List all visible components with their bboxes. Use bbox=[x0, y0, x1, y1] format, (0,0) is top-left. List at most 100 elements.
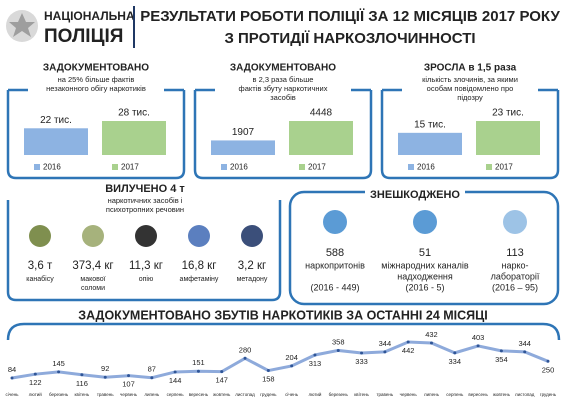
legend-swatch bbox=[486, 164, 492, 170]
panel-subtitle: фактів збуту наркотичних bbox=[239, 84, 328, 93]
legend-label: 2017 bbox=[495, 163, 513, 172]
item-icon bbox=[188, 225, 210, 247]
bar bbox=[102, 121, 166, 155]
panel-subtitle: особам повідомлено про bbox=[427, 84, 514, 93]
x-tick-label: листопад bbox=[235, 392, 255, 397]
legend-label: 2016 bbox=[230, 163, 248, 172]
item-name: опію bbox=[139, 275, 154, 283]
panel-title: ЗАДОКУМЕНТОВАНО bbox=[43, 63, 149, 74]
item-label: наркопритонів bbox=[305, 260, 365, 270]
value-label: 147 bbox=[215, 376, 228, 385]
panel-subtitle: в 2,3 раза більше bbox=[253, 75, 314, 84]
x-tick-label: травень bbox=[97, 392, 114, 397]
legend-label: 2016 bbox=[43, 163, 61, 172]
bar bbox=[289, 121, 353, 155]
title-line: З ПРОТИДІЇ НАРКОЗЛОЧИННОСТІ bbox=[224, 30, 475, 47]
item-label: надходження bbox=[397, 271, 453, 281]
logo-top: НАЦІОНАЛЬНА bbox=[44, 9, 135, 23]
item-amount: 16,8 кг bbox=[182, 260, 217, 272]
x-tick-label: травень bbox=[376, 392, 393, 397]
x-tick-label: липень bbox=[144, 392, 160, 397]
item-icon bbox=[29, 225, 51, 247]
item-name: соломи bbox=[81, 285, 105, 292]
value-label: 403 bbox=[472, 333, 485, 342]
point bbox=[453, 351, 457, 355]
x-tick-label: грудень bbox=[260, 392, 277, 397]
legend-swatch bbox=[34, 164, 40, 170]
item-number: 588 bbox=[326, 247, 344, 259]
logo bbox=[6, 10, 38, 42]
point bbox=[429, 341, 433, 345]
value-label: 432 bbox=[425, 330, 438, 339]
point bbox=[103, 375, 107, 379]
item-name: амфетаміну bbox=[180, 275, 219, 283]
value-label: 334 bbox=[449, 357, 462, 366]
x-tick-label: січень bbox=[285, 392, 299, 397]
item-number: 51 bbox=[419, 247, 431, 259]
point bbox=[476, 344, 480, 348]
point bbox=[336, 348, 340, 352]
x-tick-label: серпень bbox=[167, 392, 185, 397]
logo-star bbox=[9, 13, 35, 37]
value-label: 250 bbox=[542, 365, 555, 374]
x-tick-label: червень bbox=[400, 392, 418, 397]
panel-subtitle: психотропних речовин bbox=[106, 205, 184, 214]
x-tick-label: листопад bbox=[515, 392, 535, 397]
item-name: метадону bbox=[237, 276, 268, 283]
bar bbox=[398, 132, 462, 155]
value-label: 204 bbox=[285, 353, 298, 362]
value-label: 158 bbox=[262, 375, 275, 384]
x-tick-label: грудень bbox=[540, 392, 557, 397]
panel-subtitle: незаконного обігу наркотиків bbox=[46, 84, 146, 93]
value-label: 358 bbox=[332, 337, 345, 346]
value-label: 92 bbox=[101, 364, 109, 373]
point bbox=[383, 350, 387, 354]
point bbox=[196, 369, 200, 373]
x-tick-label: липень bbox=[424, 392, 440, 397]
item-amount: 3,6 т bbox=[28, 260, 53, 272]
x-tick-label: серпень bbox=[446, 392, 464, 397]
value-label: 442 bbox=[402, 346, 415, 355]
point bbox=[546, 359, 550, 363]
panel-title: ЗНЕШКОДЖЕНО bbox=[370, 189, 460, 201]
title-backdrop bbox=[365, 186, 465, 200]
legend-label: 2017 bbox=[121, 163, 139, 172]
value-label: 145 bbox=[52, 359, 65, 368]
value-label: 116 bbox=[76, 379, 88, 388]
item-name: канабісу bbox=[26, 275, 54, 283]
panel-subtitle: на 25% більше фактів bbox=[58, 75, 135, 84]
item-icon bbox=[503, 210, 527, 234]
legend-swatch bbox=[299, 164, 305, 170]
value-label: 4448 bbox=[310, 108, 333, 119]
value-label: 28 тис. bbox=[118, 108, 150, 119]
x-tick-label: березень bbox=[329, 392, 349, 397]
line-series bbox=[11, 340, 549, 380]
item-number: 113 bbox=[506, 247, 524, 259]
point bbox=[406, 340, 410, 344]
point bbox=[173, 370, 177, 374]
x-tick-label: січень bbox=[6, 392, 20, 397]
value-label: 122 bbox=[29, 378, 42, 387]
point bbox=[80, 373, 84, 377]
point bbox=[313, 353, 317, 357]
point bbox=[243, 356, 247, 360]
value-label: 280 bbox=[239, 345, 252, 354]
legend-label: 2017 bbox=[308, 163, 326, 172]
x-tick-label: вересень bbox=[468, 392, 488, 397]
x-tick-label: квітень bbox=[354, 392, 369, 397]
panel-subtitle: кількість злочинів, за якими bbox=[422, 75, 518, 84]
bar bbox=[24, 128, 88, 155]
value-label: 144 bbox=[169, 376, 182, 385]
item-icon bbox=[82, 225, 104, 247]
item-previous: (2016 – 95) bbox=[492, 282, 538, 292]
x-tick-label: жовтень bbox=[493, 392, 511, 397]
item-icon bbox=[413, 210, 437, 234]
point bbox=[499, 349, 503, 353]
point bbox=[523, 350, 527, 354]
value-label: 344 bbox=[379, 339, 392, 348]
title-line: РЕЗУЛЬТАТИ РОБОТИ ПОЛІЦІЇ ЗА 12 МІСЯЦІВ … bbox=[140, 8, 560, 25]
value-label: 23 тис. bbox=[492, 108, 524, 119]
item-previous: (2016 - 449) bbox=[310, 282, 359, 292]
value-label: 313 bbox=[309, 359, 322, 368]
